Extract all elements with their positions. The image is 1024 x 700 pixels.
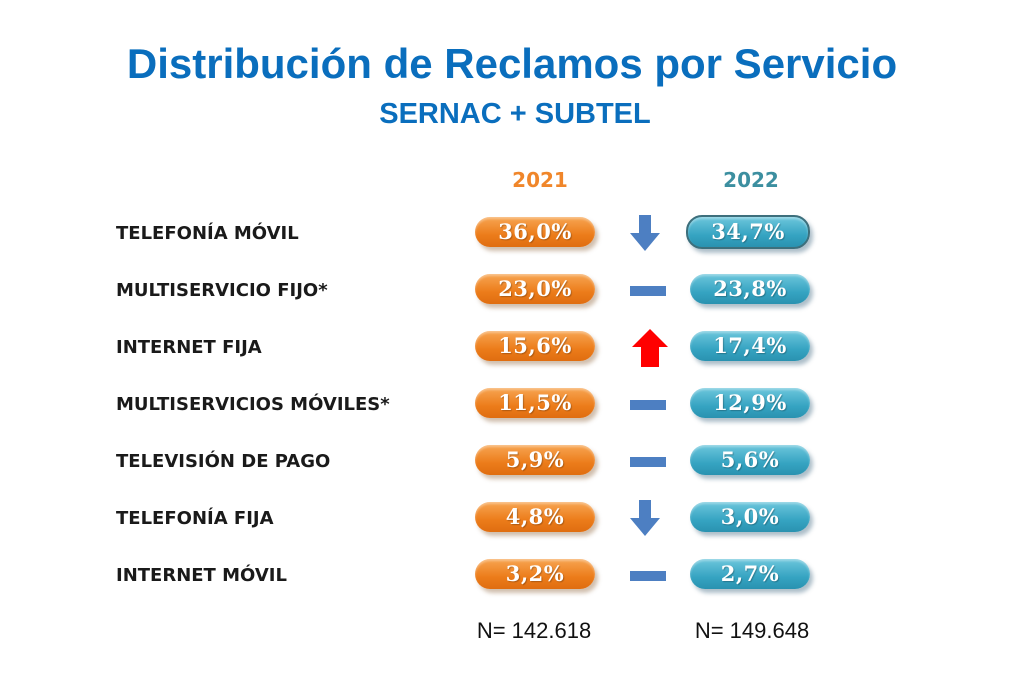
service-label: TELEFONÍA FIJA	[116, 508, 274, 529]
column-header-2021: 2021	[512, 168, 568, 192]
value-2021-pill: 4,8%	[475, 502, 595, 532]
value-2021-pill: 11,5%	[475, 388, 595, 418]
arrow-down-shape	[630, 500, 660, 536]
value-2021-pill: 15,6%	[475, 331, 595, 361]
value-2022-pill: 3,0%	[690, 502, 810, 532]
value-2022-pill: 12,9%	[690, 388, 810, 418]
table-row: INTERNET FIJA 15,6% 17,4%	[0, 329, 1024, 369]
table-row: TELEFONÍA MÓVIL 36,0% 34,7%	[0, 215, 1024, 255]
dash-shape	[630, 286, 666, 296]
no-change-dash-icon	[620, 272, 668, 310]
service-label: INTERNET MÓVIL	[116, 565, 287, 586]
arrow-down-icon	[620, 500, 668, 538]
no-change-dash-icon	[620, 557, 668, 595]
column-header-2022: 2022	[723, 168, 779, 192]
arrow-down-icon	[620, 215, 668, 253]
table-row: MULTISERVICIOS MÓVILES* 11,5% 12,9%	[0, 386, 1024, 426]
dash-shape	[630, 571, 666, 581]
dash-shape	[630, 400, 666, 410]
value-2022-pill: 5,6%	[690, 445, 810, 475]
table-row: TELEFONÍA FIJA 4,8% 3,0%	[0, 500, 1024, 540]
arrow-up-shape	[632, 329, 668, 367]
no-change-dash-icon	[620, 386, 668, 424]
service-label: TELEVISIÓN DE PAGO	[116, 451, 331, 472]
value-2021-pill: 23,0%	[475, 274, 595, 304]
value-2021-pill: 5,9%	[475, 445, 595, 475]
value-2022-pill: 2,7%	[690, 559, 810, 589]
arrow-up-icon	[620, 329, 668, 367]
service-label: INTERNET FIJA	[116, 337, 262, 358]
service-label: MULTISERVICIO FIJO*	[116, 280, 328, 301]
service-label: MULTISERVICIOS MÓVILES*	[116, 394, 390, 415]
table-row: INTERNET MÓVIL 3,2% 2,7%	[0, 557, 1024, 597]
arrow-down-shape	[630, 215, 660, 251]
value-2021-pill: 36,0%	[475, 217, 595, 247]
chart-subtitle: SERNAC + SUBTEL	[379, 98, 651, 130]
table-row: MULTISERVICIO FIJO* 23,0% 23,8%	[0, 272, 1024, 312]
no-change-dash-icon	[620, 443, 668, 481]
value-2021-pill: 3,2%	[475, 559, 595, 589]
table-row: TELEVISIÓN DE PAGO 5,9% 5,6%	[0, 443, 1024, 483]
chart-title: Distribución de Reclamos por Servicio	[126, 40, 898, 87]
value-2022-pill: 17,4%	[690, 331, 810, 361]
dash-shape	[630, 457, 666, 467]
sample-size-2022: N= 149.648	[694, 618, 810, 643]
service-label: TELEFONÍA MÓVIL	[116, 223, 299, 244]
sample-size-2021: N= 142.618	[476, 618, 592, 643]
value-2022-pill: 34,7%	[686, 215, 810, 249]
value-2022-pill: 23,8%	[690, 274, 810, 304]
